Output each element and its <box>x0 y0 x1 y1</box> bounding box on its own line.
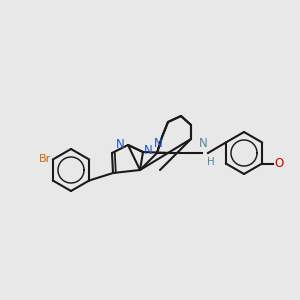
Text: N: N <box>199 137 207 150</box>
Text: N: N <box>144 145 153 158</box>
Text: N: N <box>154 137 162 150</box>
Text: H: H <box>207 157 215 167</box>
Text: N: N <box>116 137 125 151</box>
Text: Br: Br <box>39 154 51 164</box>
Text: O: O <box>274 157 283 170</box>
